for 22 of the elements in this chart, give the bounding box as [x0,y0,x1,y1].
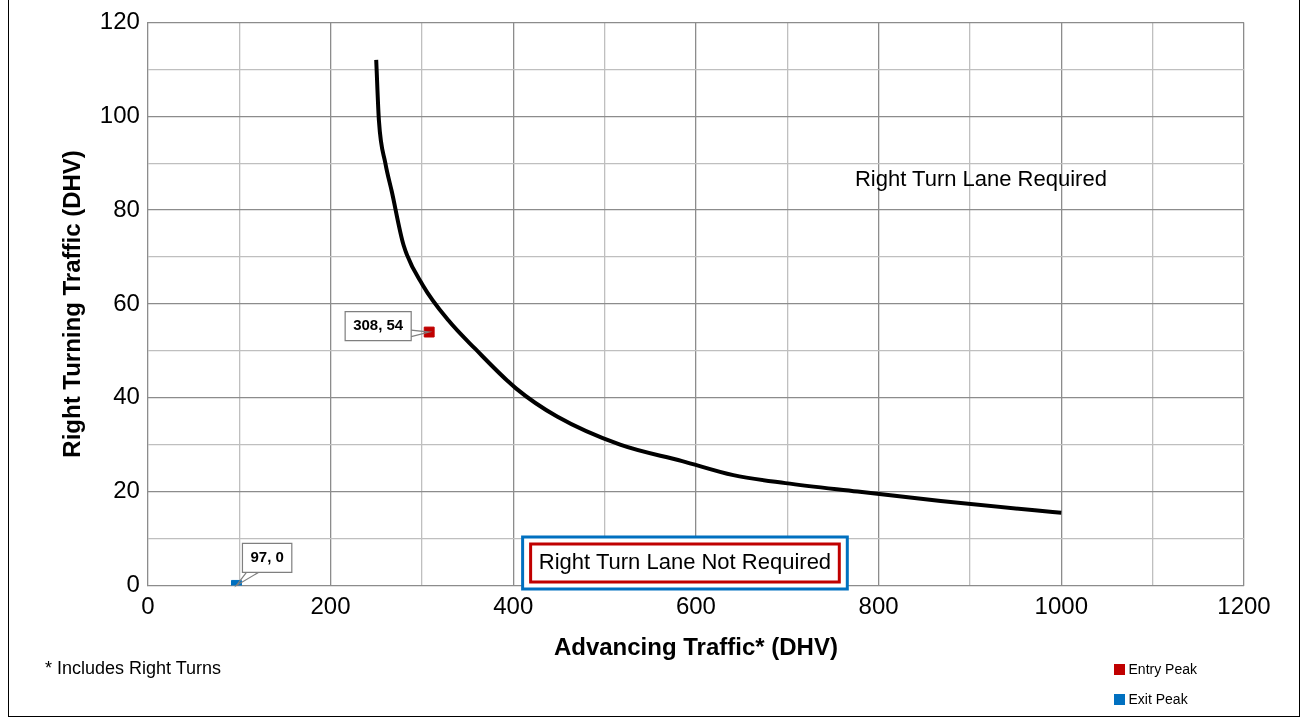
y-tick-label: 80 [113,194,140,222]
y-axis-title: Right Turning Traffic (DHV) [58,150,86,458]
data-label: 308, 54 [353,316,404,334]
annotation: Right Turn Lane Not Required [538,548,832,574]
x-tick-label: 400 [493,592,534,620]
y-tick-label: 0 [126,570,140,598]
y-tick-label: 60 [113,288,140,316]
text: * Includes Right Turns [45,658,222,679]
legend-label: Exit Peak [1128,691,1188,707]
y-tick-label: 20 [113,476,140,504]
x-tick-label: 600 [675,592,716,620]
data-label: 97, 0 [250,548,284,566]
annotation: Right Turn Lane Required [854,166,1107,192]
y-tick-label: 100 [99,100,140,128]
x-tick-label: 1200 [1217,592,1271,620]
x-axis-title: Advancing Traffic* (DHV) [553,633,838,661]
x-tick-label: 800 [858,592,899,620]
x-tick-label: 200 [310,592,351,620]
legend-label: Entry Peak [1128,661,1197,677]
y-tick-label: 40 [113,382,140,410]
y-tick-label: 120 [99,7,140,35]
x-tick-label: 1000 [1034,592,1088,620]
